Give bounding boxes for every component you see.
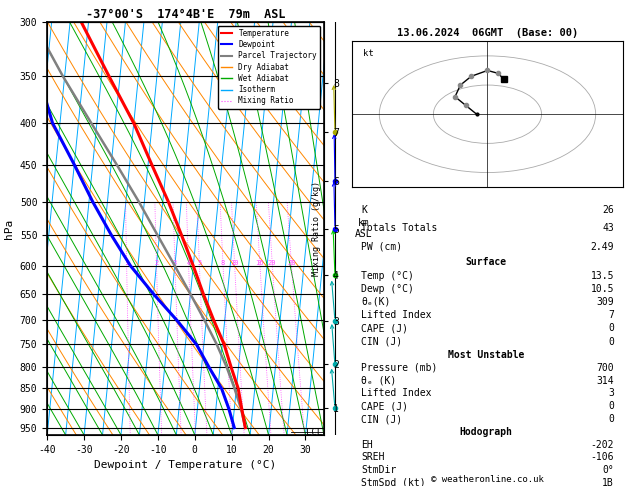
Text: 10: 10 bbox=[230, 260, 239, 266]
Text: 1: 1 bbox=[125, 260, 129, 266]
Text: 26: 26 bbox=[602, 205, 614, 214]
Text: 0°: 0° bbox=[602, 465, 614, 475]
Text: 43: 43 bbox=[602, 223, 614, 233]
Text: 2: 2 bbox=[154, 260, 159, 266]
Text: CAPE (J): CAPE (J) bbox=[361, 323, 408, 333]
Text: Hodograph: Hodograph bbox=[460, 427, 513, 437]
Text: Most Unstable: Most Unstable bbox=[448, 349, 525, 360]
Text: Totals Totals: Totals Totals bbox=[361, 223, 438, 233]
Legend: Temperature, Dewpoint, Parcel Trajectory, Dry Adiabat, Wet Adiabat, Isotherm, Mi: Temperature, Dewpoint, Parcel Trajectory… bbox=[218, 26, 320, 108]
Text: 13.5: 13.5 bbox=[591, 271, 614, 280]
Text: 10.5: 10.5 bbox=[591, 284, 614, 294]
Text: 7: 7 bbox=[608, 310, 614, 320]
Text: EH: EH bbox=[361, 440, 373, 450]
Text: 1B: 1B bbox=[602, 478, 614, 486]
Text: Dewp (°C): Dewp (°C) bbox=[361, 284, 414, 294]
Text: Lifted Index: Lifted Index bbox=[361, 388, 431, 399]
Text: 8: 8 bbox=[221, 260, 225, 266]
Title: -37°00'S  174°4B'E  79m  ASL: -37°00'S 174°4B'E 79m ASL bbox=[86, 8, 286, 21]
Text: CAPE (J): CAPE (J) bbox=[361, 401, 408, 412]
Text: PW (cm): PW (cm) bbox=[361, 242, 403, 252]
Text: Mixing Ratio (g/kg): Mixing Ratio (g/kg) bbox=[312, 181, 321, 276]
Y-axis label: hPa: hPa bbox=[4, 218, 14, 239]
Text: 5: 5 bbox=[198, 260, 201, 266]
Text: 16: 16 bbox=[255, 260, 264, 266]
Text: -106: -106 bbox=[591, 452, 614, 463]
Text: 2.49: 2.49 bbox=[591, 242, 614, 252]
Text: 0: 0 bbox=[608, 415, 614, 424]
Text: CIN (J): CIN (J) bbox=[361, 415, 403, 424]
Text: 314: 314 bbox=[596, 376, 614, 385]
Text: © weatheronline.co.uk: © weatheronline.co.uk bbox=[431, 474, 544, 484]
Text: SREH: SREH bbox=[361, 452, 385, 463]
Text: K: K bbox=[361, 205, 367, 214]
Text: 3: 3 bbox=[608, 388, 614, 399]
Text: -202: -202 bbox=[591, 440, 614, 450]
Text: 13.06.2024  06GMT  (Base: 00): 13.06.2024 06GMT (Base: 00) bbox=[397, 28, 578, 38]
Text: Pressure (mb): Pressure (mb) bbox=[361, 363, 438, 373]
Text: 0: 0 bbox=[608, 336, 614, 347]
Text: LCL: LCL bbox=[306, 428, 322, 437]
Text: 0: 0 bbox=[608, 323, 614, 333]
Text: Lifted Index: Lifted Index bbox=[361, 310, 431, 320]
Text: CIN (J): CIN (J) bbox=[361, 336, 403, 347]
Text: kt: kt bbox=[363, 49, 374, 58]
X-axis label: Dewpoint / Temperature (°C): Dewpoint / Temperature (°C) bbox=[94, 460, 277, 470]
Y-axis label: km
ASL: km ASL bbox=[355, 218, 372, 239]
Text: θₑ(K): θₑ(K) bbox=[361, 297, 391, 307]
Text: 20: 20 bbox=[268, 260, 277, 266]
Text: 4: 4 bbox=[186, 260, 191, 266]
Text: 700: 700 bbox=[596, 363, 614, 373]
Text: 309: 309 bbox=[596, 297, 614, 307]
Text: 3: 3 bbox=[173, 260, 177, 266]
Text: Temp (°C): Temp (°C) bbox=[361, 271, 414, 280]
Text: StmSpd (kt): StmSpd (kt) bbox=[361, 478, 426, 486]
Text: θₑ (K): θₑ (K) bbox=[361, 376, 396, 385]
Text: StmDir: StmDir bbox=[361, 465, 396, 475]
Text: 0: 0 bbox=[608, 401, 614, 412]
Text: Surface: Surface bbox=[465, 258, 507, 267]
Text: 28: 28 bbox=[287, 260, 296, 266]
